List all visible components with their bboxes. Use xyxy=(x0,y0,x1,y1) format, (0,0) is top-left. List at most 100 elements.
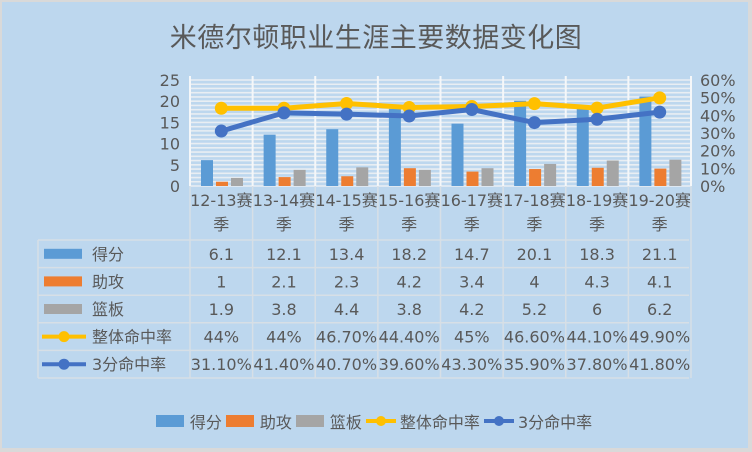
category-label-wrap: 季 xyxy=(652,215,668,234)
bar xyxy=(639,96,652,186)
table-legend-key xyxy=(44,304,82,314)
bar-series xyxy=(201,96,682,186)
table-cell: 45% xyxy=(454,328,490,347)
y-left-tick-label: 5 xyxy=(170,156,180,175)
table-cell: 3.4 xyxy=(459,272,484,291)
legend-item[interactable]: 篮板 xyxy=(295,409,362,433)
y-left-tick-label: 15 xyxy=(160,113,180,132)
table-cell: 4 xyxy=(529,272,539,291)
table-cell: 3.8 xyxy=(271,300,296,319)
table-cell: 14.7 xyxy=(454,245,490,264)
table-cell: 20.1 xyxy=(517,245,553,264)
table-cell: 35.90% xyxy=(504,355,565,374)
y-left-tick-label: 0 xyxy=(170,177,180,196)
table-cell: 18.2 xyxy=(391,245,427,264)
line-marker xyxy=(590,101,604,115)
category-label-wrap: 季 xyxy=(464,215,480,234)
bar xyxy=(388,108,401,186)
line-three-pct xyxy=(220,107,660,134)
legend-item[interactable]: 得分 xyxy=(155,409,222,433)
bar xyxy=(326,129,339,186)
table-cell: 21.1 xyxy=(642,245,678,264)
legend-item[interactable]: 3分命中率 xyxy=(483,409,593,433)
table-cell: 41.40% xyxy=(253,355,314,374)
table-cell: 6.1 xyxy=(209,245,234,264)
table-cell: 3.8 xyxy=(396,300,421,319)
table-cell: 37.80% xyxy=(567,355,628,374)
legend-swatch-icon xyxy=(295,415,324,427)
line-series xyxy=(214,91,667,138)
category-label: 19-20赛 xyxy=(628,191,691,210)
table-cell: 43.30% xyxy=(441,355,502,374)
line-marker xyxy=(340,96,354,110)
line-marker xyxy=(277,106,291,120)
y-right-tick-label: 0% xyxy=(700,177,725,196)
table-cell: 2.1 xyxy=(271,272,296,291)
legend-label: 3分命中率 xyxy=(517,413,593,432)
y-right-tick-label: 50% xyxy=(700,89,736,108)
bar xyxy=(451,123,464,186)
bar xyxy=(418,169,431,186)
category-label: 15-16赛 xyxy=(378,191,441,210)
table-cell: 5.2 xyxy=(522,300,547,319)
chart-title: 米德尔顿职业生涯主要数据变化图 xyxy=(169,23,583,54)
bar xyxy=(514,100,527,186)
table-cell: 44.10% xyxy=(567,328,628,347)
line-marker xyxy=(465,103,479,117)
bar xyxy=(263,134,276,186)
table-cell: 44% xyxy=(266,328,302,347)
bar xyxy=(341,176,354,186)
y-right-tick-label: 10% xyxy=(700,159,736,178)
line-marker xyxy=(402,109,416,123)
table-cell: 4.4 xyxy=(334,300,359,319)
y-left-tick-label: 10 xyxy=(160,135,180,154)
table-cell: 4.1 xyxy=(647,272,672,291)
bar xyxy=(591,167,604,186)
table-cell: 1.9 xyxy=(209,300,234,319)
bar xyxy=(201,160,213,186)
table-legend-key xyxy=(44,248,82,259)
line-marker xyxy=(590,112,604,126)
legend-label: 整体命中率 xyxy=(399,413,480,432)
legend-item[interactable]: 整体命中率 xyxy=(365,409,480,433)
line-marker xyxy=(340,107,354,121)
legend-label: 得分 xyxy=(189,413,222,432)
bar xyxy=(669,159,682,186)
table-cell: 2.3 xyxy=(334,272,359,291)
table-row-label: 整体命中率 xyxy=(92,328,172,347)
line-marker xyxy=(653,91,667,105)
bar xyxy=(576,108,589,186)
table-cell: 40.70% xyxy=(316,355,377,374)
bar xyxy=(466,171,479,186)
bar xyxy=(293,169,306,186)
bar xyxy=(481,168,494,186)
chart-frame xyxy=(2,2,748,448)
line-marker xyxy=(527,97,541,111)
legend-item[interactable]: 助攻 xyxy=(225,409,292,433)
table-cell: 1 xyxy=(216,272,226,291)
line-marker xyxy=(214,101,228,115)
category-label-wrap: 季 xyxy=(213,215,229,234)
legend-label: 篮板 xyxy=(329,413,362,432)
table-cell: 41.80% xyxy=(629,355,690,374)
table-cell: 4.2 xyxy=(396,272,421,291)
legend-swatch-icon xyxy=(155,415,184,427)
category-label-wrap: 季 xyxy=(339,215,355,234)
table-cell: 46.70% xyxy=(316,328,377,347)
table-cell: 18.3 xyxy=(579,245,615,264)
bar xyxy=(403,168,416,186)
category-label: 17-18赛 xyxy=(503,191,566,210)
category-label: 14-15赛 xyxy=(315,191,378,210)
line-marker xyxy=(214,124,228,138)
line-marker xyxy=(653,105,667,119)
table-cell: 44.40% xyxy=(379,328,440,347)
line-fg-pct xyxy=(221,95,661,111)
y-left-tick-label: 25 xyxy=(160,71,180,90)
table-cell: 6.2 xyxy=(647,300,672,319)
category-label-wrap: 季 xyxy=(276,215,292,234)
y-right-tick-label: 20% xyxy=(700,142,736,161)
category-label-wrap: 季 xyxy=(589,215,605,234)
table-cell: 6 xyxy=(592,300,602,319)
